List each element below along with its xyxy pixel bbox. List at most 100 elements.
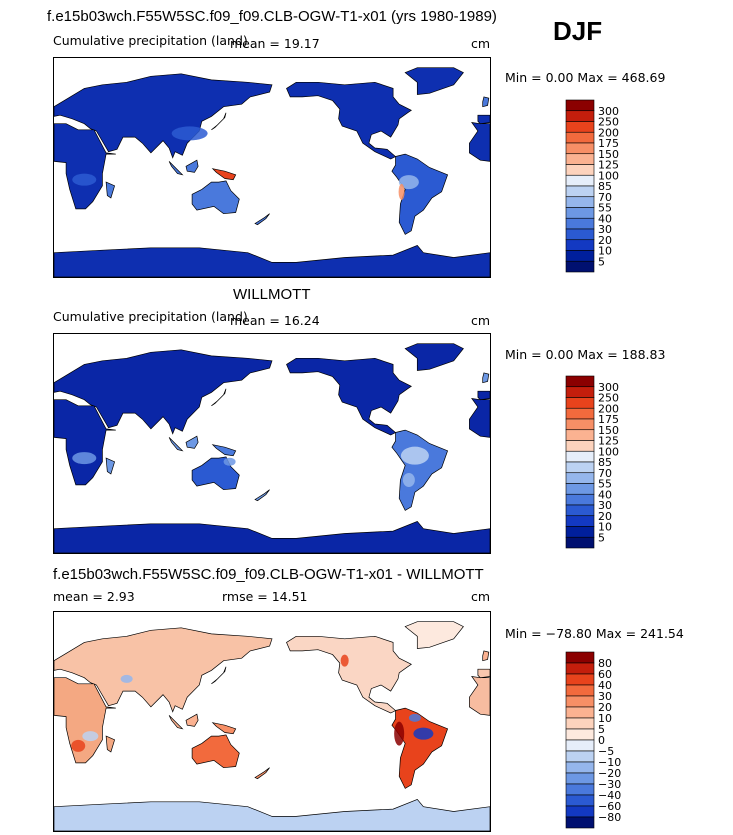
season-label: DJF [553,16,603,46]
south-brazil-region [402,473,415,487]
land-westEdge [469,676,490,716]
colorbar-level-label: 5 [598,723,605,736]
colorbar-box [565,651,595,664]
colorbar-level-label: 40 [598,488,612,501]
colorbar-level-label: 10 [598,521,612,534]
land-northAmerica [286,635,412,714]
colorbar-box [565,526,595,538]
amazon-region [398,175,419,190]
land-japan [211,112,227,131]
colorbar-level-label: 125 [598,435,619,448]
land-newGuinea [211,444,237,457]
land-greenland [404,67,464,95]
colorbar-level-label: 20 [598,234,612,247]
land-japan [211,388,227,407]
land-antarctica [54,520,490,553]
land-eurasia [54,627,273,713]
colorbar-box [565,429,595,441]
colorbar-box [565,493,595,506]
land-southAmerica [391,153,449,235]
map-model-precip [53,57,491,278]
colorbar-level-label: 150 [598,424,619,437]
colorbar-box [565,164,595,176]
panel3-rmse: rmse = 14.51 [222,589,308,604]
land-northAmerica [286,81,412,160]
map-difference [53,611,491,832]
land-newZealand [254,767,270,780]
andes-difference [394,721,405,746]
land-westEdge [469,398,490,438]
land-madagascar [105,181,116,199]
colorbar-level-label: 10 [598,712,612,725]
land-greenland [404,621,464,649]
colorbar-box [565,228,595,241]
land-sumatra [168,437,184,452]
colorbar-box [565,483,595,495]
panel3-mean: mean = 2.93 [53,589,135,604]
colorbar-box [565,440,595,452]
colorbar-box [565,99,595,112]
panel2-mean: mean = 16.24 [230,313,320,328]
colorbar-level-label: 55 [598,478,612,491]
colorbar-box [565,131,595,144]
colorbar-level-label: 125 [598,159,619,172]
panel3-minmax: Min = −78.80 Max = 241.54 [505,626,684,641]
colorbar-box [565,239,595,251]
colorbar-level-label: 150 [598,148,619,161]
colorbar-box [565,761,595,774]
land-sumatra [168,715,184,730]
panel2-subtitle: Cumulative precipitation (land) [53,309,248,324]
colorbar-level-label: −80 [598,811,621,824]
central-africa-region [72,173,97,186]
colorbar-box [565,472,595,484]
colorbar-box [565,673,595,686]
land-eurasia [54,349,273,435]
land-iberia [477,668,490,679]
central-africa-region [72,452,97,465]
panel1-minmax: Min = 0.00 Max = 468.69 [505,70,666,85]
amazon-difference [413,727,434,740]
colorbar-level-label: 70 [598,467,612,480]
land-iberia [477,390,490,401]
colorbar-level-label: −30 [598,778,621,791]
colorbar-level-label: 200 [598,126,619,139]
land-madagascar [105,735,116,753]
colorbar-box [565,794,595,807]
colorbar-level-label: 30 [598,223,612,236]
colorbar-box [565,217,595,230]
land-africa [54,123,116,210]
figure-title: f.e15b03wch.F55W5SC.f09_f09.CLB-OGW-T1-x… [47,8,497,25]
colorbar-level-label: 300 [598,105,619,118]
land-australia [191,734,240,769]
land-britain [482,650,490,662]
panel3-heading: f.e15b03wch.F55W5SC.f09_f09.CLB-OGW-T1-x… [53,566,484,583]
colorbar-level-label: 175 [598,137,619,150]
colorbar-level-label: 5 [598,531,605,544]
colorbar-box [565,750,595,763]
colorbar-level-label: 100 [598,445,619,458]
andes-region [398,183,405,200]
colorbar-level-label: 250 [598,116,619,129]
land-newGuinea [211,722,237,735]
colorbar-level-label: 40 [598,212,612,225]
colorbar-level-label: 60 [598,668,612,681]
colorbar-level-label: −10 [598,756,621,769]
colorbar-level-label: 200 [598,402,619,415]
panel1-subtitle: Cumulative precipitation (land) [53,33,248,48]
land-antarctica [54,798,490,831]
panel3-units: cm [471,589,491,604]
land-borneo [185,159,199,173]
colorbar-box [565,375,595,388]
land-britain [482,96,490,108]
colorbar-level-label: 20 [598,701,612,714]
land-borneo [185,713,199,727]
colorbar-level-label: 20 [598,510,612,523]
panel2-units: cm [471,313,491,328]
panel2-minmax: Min = 0.00 Max = 188.83 [505,347,666,362]
colorbar-level-label: 55 [598,202,612,215]
land-sumatra [168,161,184,176]
colorbar-box [565,418,595,431]
panel1-units: cm [471,36,491,51]
colorbar-box [565,153,595,165]
guiana-difference [408,713,421,722]
